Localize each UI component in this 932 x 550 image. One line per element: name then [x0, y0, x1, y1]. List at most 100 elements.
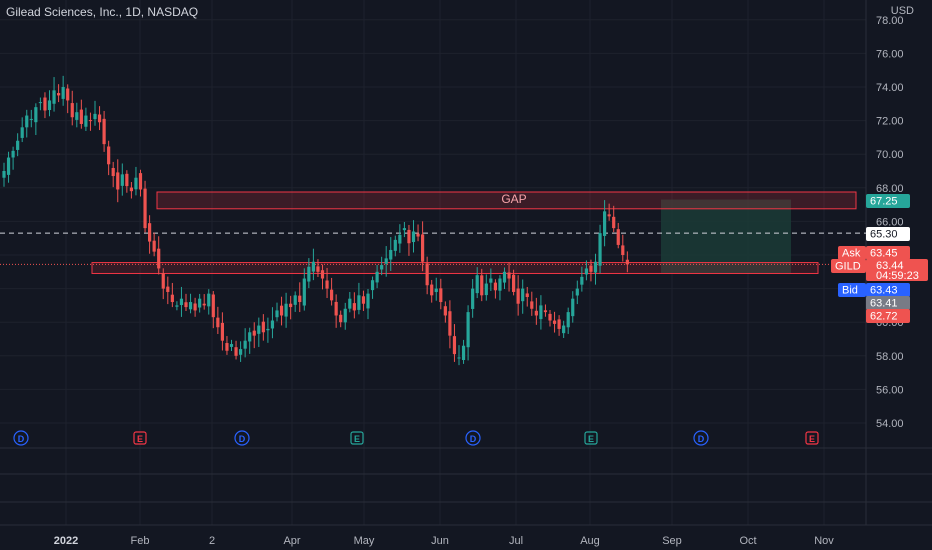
- bid-price-tag: 63.43: [870, 285, 898, 297]
- mid-price-tag: 63.41: [870, 298, 898, 310]
- candle: [516, 288, 520, 304]
- x-tick-label: Nov: [814, 535, 834, 547]
- candle: [25, 115, 29, 128]
- candle: [612, 216, 616, 229]
- candle: [138, 173, 143, 190]
- candle: [61, 87, 65, 99]
- candle: [207, 293, 211, 307]
- candle: [79, 109, 83, 124]
- candle: [52, 90, 56, 104]
- earnings-marker: [133, 431, 147, 445]
- mid-price-tag-bg: [866, 296, 910, 310]
- ask-label-tag-bg: [838, 246, 866, 260]
- x-tick-label: Jun: [431, 535, 449, 547]
- dashed-level-tag: 65.30: [870, 229, 898, 241]
- candle: [216, 317, 220, 328]
- candle: [421, 234, 425, 262]
- candle: [534, 310, 538, 316]
- candle: [11, 150, 15, 158]
- y-tick-label: 68.00: [876, 183, 904, 195]
- y-tick-label: 78.00: [876, 15, 904, 27]
- candle: [607, 214, 611, 217]
- candle: [202, 303, 206, 306]
- candle: [498, 278, 502, 291]
- candle: [275, 310, 279, 318]
- symbol-tag: GILD: [835, 261, 861, 273]
- target-box: [661, 199, 791, 274]
- candle: [616, 229, 620, 245]
- x-tick-label: 2022: [54, 535, 78, 547]
- x-tick-label: Oct: [739, 535, 756, 547]
- candle: [234, 347, 238, 356]
- candle: [34, 107, 38, 123]
- candle: [425, 263, 429, 286]
- candle: [143, 188, 147, 229]
- bid-label-tag-bg: [838, 283, 866, 297]
- candle: [416, 233, 420, 237]
- candle: [625, 259, 629, 265]
- candle: [311, 261, 315, 272]
- candle: [484, 283, 488, 296]
- candle: [393, 239, 397, 251]
- candle: [343, 308, 347, 323]
- candle: [293, 295, 297, 305]
- x-tick-label: Sep: [662, 535, 682, 547]
- candle: [480, 275, 484, 296]
- candle: [566, 312, 570, 328]
- last-price-tag: 63.44: [876, 260, 904, 272]
- candle: [116, 172, 120, 190]
- candle: [411, 231, 416, 243]
- gap-zone: [156, 191, 857, 210]
- time-axis: 2022 Feb 2 Apr May Jun Jul Aug Sep Oct Nov: [54, 535, 835, 547]
- candle: [75, 112, 79, 120]
- y-tick-label: 70.00: [876, 149, 904, 161]
- candle: [543, 310, 548, 313]
- candle: [20, 127, 24, 138]
- candle: [93, 113, 97, 120]
- candle: [29, 118, 33, 120]
- candle: [439, 288, 443, 303]
- candle: [370, 280, 375, 291]
- candle: [539, 305, 543, 320]
- candle: [389, 249, 393, 260]
- candle: [489, 278, 493, 283]
- dividend-marker: [13, 430, 29, 446]
- countdown-tag: 04:59:23: [876, 270, 919, 282]
- candle: [102, 118, 106, 145]
- earnings-marker: [584, 431, 598, 445]
- candle: [352, 303, 356, 311]
- candle: [512, 274, 516, 292]
- dashed-level-tag-bg: [866, 227, 910, 241]
- candle: [593, 261, 598, 273]
- dividend-marker-label: D: [239, 434, 246, 444]
- y-tick-label: 74.00: [876, 82, 904, 94]
- support-zone: [91, 262, 819, 274]
- candles: [2, 75, 629, 366]
- candle: [380, 265, 384, 270]
- candle: [70, 103, 74, 118]
- candle: [43, 97, 47, 111]
- candle: [6, 157, 11, 175]
- candle: [161, 273, 165, 289]
- candle: [398, 234, 402, 244]
- candle: [316, 266, 320, 272]
- candle: [97, 114, 102, 123]
- candle: [284, 303, 288, 317]
- candle: [198, 298, 202, 308]
- candle: [248, 332, 252, 342]
- candle: [166, 286, 170, 292]
- ask-price-tag: 63.45: [870, 248, 898, 260]
- earnings-marker-label: E: [809, 434, 815, 444]
- candle: [361, 296, 366, 304]
- candle: [443, 306, 447, 316]
- candle: [257, 325, 261, 334]
- candle: [252, 330, 256, 336]
- candle: [243, 340, 247, 349]
- candle: [525, 293, 529, 297]
- candle: [134, 177, 138, 190]
- candle: [466, 312, 470, 348]
- candle: [384, 258, 388, 264]
- candle: [107, 146, 111, 165]
- y-tick-label: 72.00: [876, 116, 904, 128]
